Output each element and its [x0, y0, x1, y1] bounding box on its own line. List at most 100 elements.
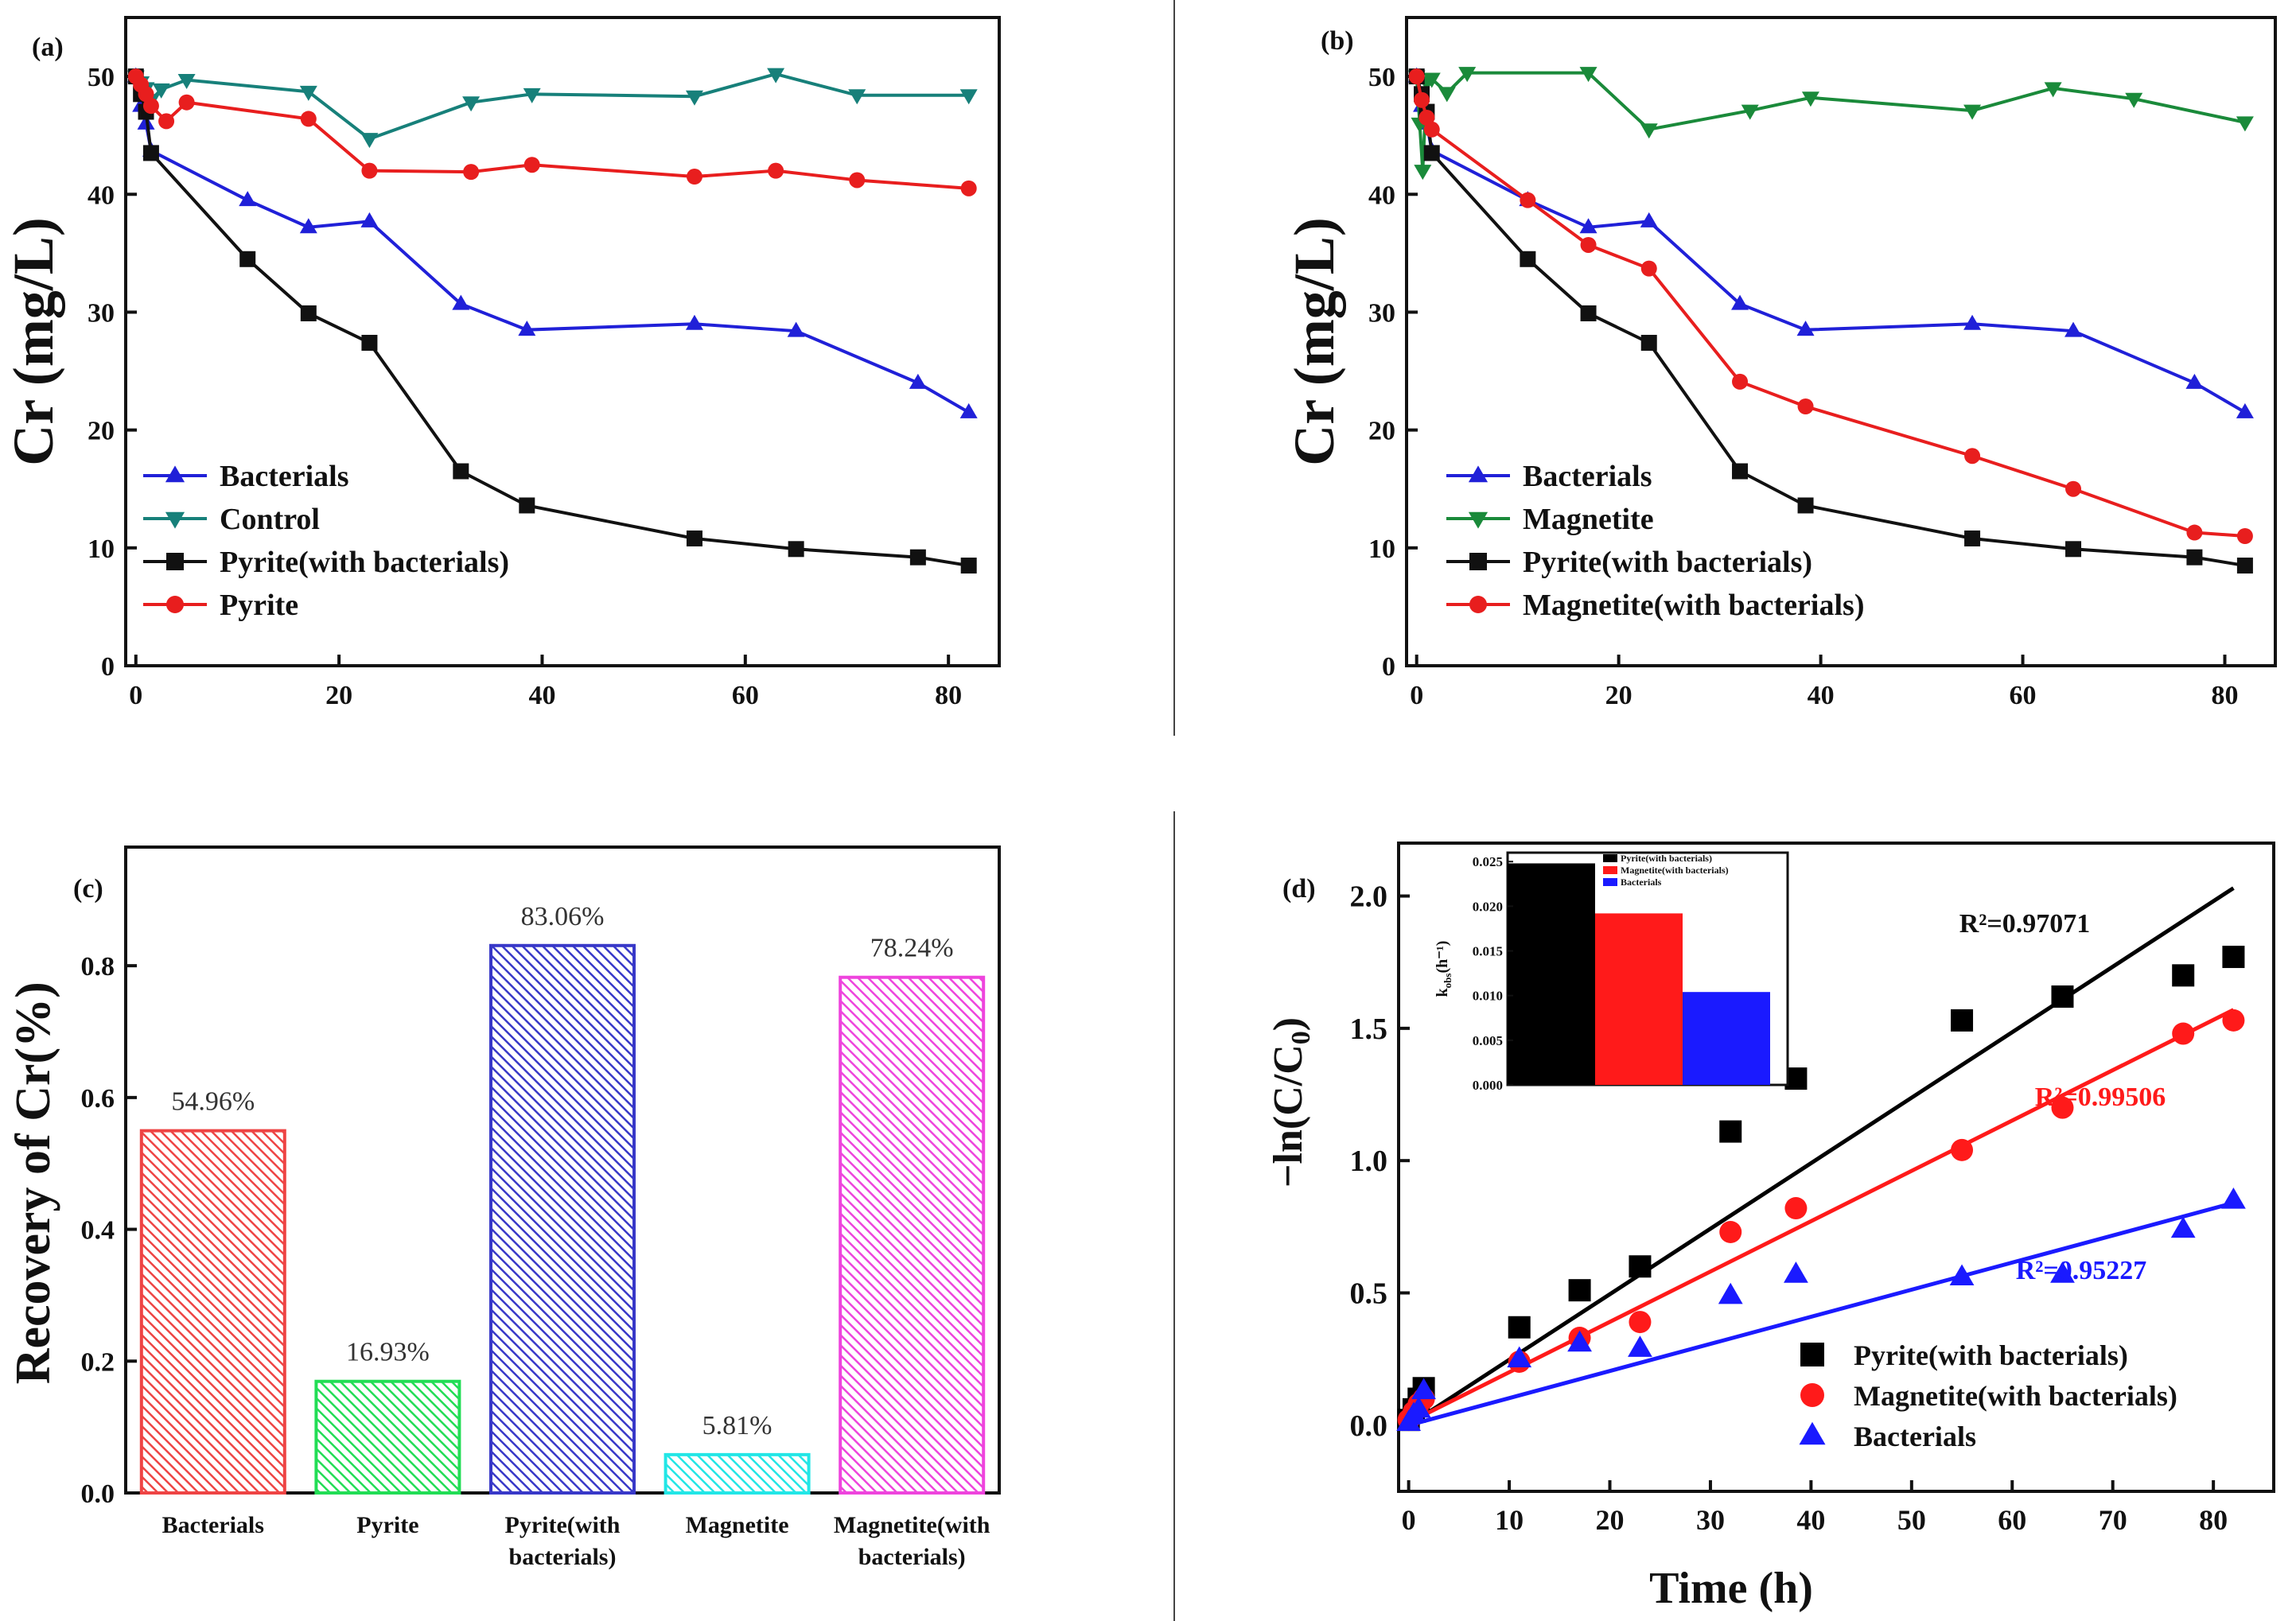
panel-label: (c): [73, 874, 103, 904]
data-point: [1579, 218, 1597, 234]
data-point: [1629, 1311, 1652, 1334]
data-point: [1640, 260, 1657, 277]
y-tick-label: 1.0: [1350, 1145, 1388, 1178]
y-axis-label-sub: 0: [1286, 1031, 1316, 1044]
data-point: [768, 162, 784, 179]
bar-value-label: 5.81%: [702, 1411, 772, 1440]
x-category-label: Pyrite: [356, 1512, 418, 1538]
panel-label: (b): [1321, 26, 1354, 56]
data-point: [1949, 1264, 1975, 1286]
x-category-label: bacterials): [858, 1544, 966, 1570]
data-point: [463, 164, 480, 181]
inset-bar-2: [1683, 992, 1770, 1085]
data-point: [239, 251, 256, 267]
x-tick-label: 40: [1808, 681, 1835, 710]
data-point: [361, 334, 378, 351]
panel-label: (a): [32, 33, 64, 62]
y-tick-label: 0.4: [81, 1216, 115, 1246]
data-point: [1423, 145, 1440, 161]
data-point: [518, 321, 536, 336]
data-point: [1963, 104, 1982, 120]
legend-entry: Magnetite: [1523, 503, 1654, 536]
data-point: [2186, 524, 2203, 541]
data-point: [1732, 463, 1749, 480]
data-point: [1567, 1330, 1592, 1352]
inset-y-axis-label: kobs(h⁻¹): [1434, 941, 1453, 997]
data-point: [299, 218, 317, 234]
data-point: [1411, 1378, 1437, 1400]
data-point: [960, 180, 977, 196]
inset-bar-1: [1595, 913, 1683, 1085]
inset-y-tick-label: 0.015: [1473, 944, 1503, 959]
data-point: [2172, 1022, 2195, 1045]
x-axis-label: Time (h): [1649, 1564, 1813, 1613]
x-tick-label: 40: [1796, 1504, 1825, 1536]
legend-entry: Bacterials: [1523, 460, 1652, 493]
x-tick-label: 70: [2099, 1504, 2127, 1536]
y-tick-label: 40: [88, 181, 115, 210]
legend-marker: [1468, 511, 1489, 529]
data-point: [1951, 1138, 1974, 1161]
x-tick-label: 10: [1495, 1504, 1524, 1536]
data-point: [1414, 165, 1432, 181]
data-point: [788, 541, 804, 558]
fit-line: [1407, 886, 2235, 1427]
data-point: [2185, 373, 2204, 389]
data-point: [1640, 334, 1657, 351]
legend-marker: [166, 596, 184, 613]
data-point: [1731, 294, 1749, 310]
inset-y-axis-label-part: k: [1434, 987, 1451, 997]
data-point: [1784, 1261, 1808, 1283]
data-point: [1414, 91, 1430, 108]
fit-line: [1407, 1008, 2235, 1425]
legend-entry: Magnetite(with bacterials): [1854, 1380, 2177, 1412]
data-point: [1963, 314, 1982, 330]
data-point: [1718, 1282, 1743, 1304]
data-point: [2222, 946, 2245, 969]
panel-b: 0 20 40 60 80 0 10 20 30 40 50 Cr (mg/L) (b) Bacteria…: [1282, 16, 2277, 710]
legend-entry: Pyrite(with bacterials): [220, 546, 509, 579]
x-tick-label: 20: [1605, 681, 1632, 710]
x-tick-label: 80: [2199, 1504, 2228, 1536]
data-point: [1784, 1197, 1808, 1220]
data-point: [2236, 116, 2254, 132]
y-tick-label: 30: [88, 298, 115, 328]
data-point: [959, 402, 978, 418]
data-point: [2221, 1187, 2246, 1209]
data-point: [2044, 82, 2062, 98]
data-point: [2125, 92, 2143, 108]
y-axis-label: Recovery of Cr(%): [6, 982, 60, 1384]
data-point: [1640, 212, 1658, 227]
data-point: [2172, 964, 2195, 987]
data-point: [1422, 72, 1441, 88]
panel-divider-top: [1173, 0, 1175, 736]
legend-marker: [1800, 1343, 1824, 1366]
legend-marker: [1469, 596, 1487, 613]
data-point: [1964, 448, 1981, 465]
data-point: [523, 87, 541, 103]
y-tick-label: 0: [101, 652, 115, 682]
data-point: [452, 294, 470, 310]
x-tick-label: 50: [1897, 1504, 1926, 1536]
inset-legend-entry: Magnetite(with bacterials): [1621, 865, 1729, 876]
data-point: [360, 133, 379, 149]
data-point: [2051, 985, 2074, 1008]
bar-1: [314, 1379, 461, 1495]
inset-y-tick-label: 0.020: [1473, 899, 1503, 914]
y-tick-label: 0.2: [81, 1347, 115, 1377]
inset-y-tick-label: 0.025: [1473, 854, 1503, 869]
y-tick-label: 0.0: [1350, 1409, 1388, 1443]
series-line-bacterials: [134, 76, 970, 414]
data-point: [1568, 1279, 1591, 1302]
x-category-label: Bacterials: [162, 1512, 264, 1538]
inset-y-axis-label-part: (h⁻¹): [1434, 941, 1451, 974]
inset-legend-entry: Pyrite(with bacterials): [1621, 853, 1712, 864]
data-point: [1732, 373, 1749, 390]
data-point: [1629, 1255, 1652, 1278]
r-squared-label: R²=0.97071: [1959, 909, 2091, 939]
panel-divider-bottom: [1173, 811, 1175, 1621]
data-point: [1719, 1120, 1742, 1143]
legend-marker: [1469, 553, 1487, 570]
x-tick-label: 20: [1596, 1504, 1625, 1536]
y-tick-label: 0.5: [1350, 1277, 1388, 1311]
